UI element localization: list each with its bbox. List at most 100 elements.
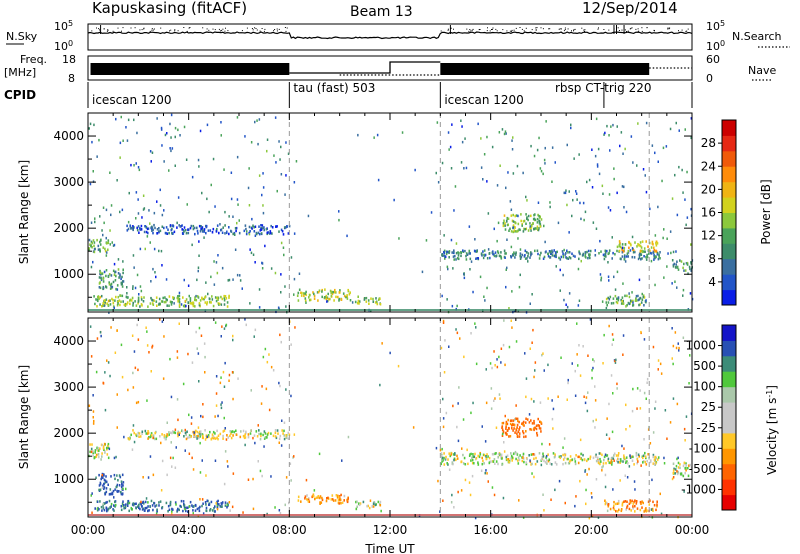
echo-cell bbox=[576, 198, 578, 201]
echo-cell bbox=[212, 227, 215, 231]
echo-cell bbox=[346, 297, 349, 300]
noise-search-point bbox=[631, 27, 633, 29]
echo-cell bbox=[681, 168, 683, 172]
colorbar-tick-label: 500 bbox=[693, 359, 716, 373]
echo-cell bbox=[237, 203, 239, 206]
echo-cell bbox=[166, 232, 169, 235]
echo-cell bbox=[102, 504, 104, 507]
echo-cell bbox=[564, 501, 566, 505]
echo-cell bbox=[100, 277, 103, 280]
echo-cell bbox=[531, 341, 533, 344]
echo-cell bbox=[218, 231, 220, 235]
echo-cell bbox=[638, 254, 641, 257]
echo-cell bbox=[312, 495, 315, 498]
echo-cell bbox=[442, 397, 444, 401]
echo-cell bbox=[622, 250, 625, 253]
echo-cell bbox=[192, 227, 195, 231]
noise-search-point bbox=[141, 29, 143, 31]
echo-cell bbox=[513, 226, 516, 229]
echo-cell bbox=[144, 500, 147, 504]
echo-cell bbox=[505, 431, 507, 435]
echo-cell bbox=[120, 490, 122, 494]
echo-cell bbox=[511, 290, 513, 293]
echo-cell bbox=[93, 250, 96, 254]
echo-cell bbox=[509, 422, 512, 426]
echo-cell bbox=[480, 166, 483, 169]
echo-cell bbox=[586, 250, 588, 254]
echo-cell bbox=[639, 407, 642, 410]
echo-cell bbox=[535, 456, 537, 460]
echo-cell bbox=[644, 250, 646, 253]
noise-search-point bbox=[214, 29, 216, 31]
echo-cell bbox=[140, 228, 143, 231]
echo-cell bbox=[460, 460, 462, 464]
echo-cell bbox=[513, 309, 516, 313]
echo-cell bbox=[520, 213, 522, 216]
noise-search-point bbox=[151, 29, 153, 31]
echo-cell bbox=[682, 191, 684, 194]
echo-cell bbox=[171, 510, 173, 513]
echo-cell bbox=[301, 291, 303, 295]
y-tick-label: 4000 bbox=[53, 129, 84, 143]
echo-cell bbox=[257, 424, 259, 427]
echo-cell bbox=[583, 458, 586, 461]
echo-cell bbox=[186, 430, 188, 433]
echo-cell bbox=[425, 239, 428, 242]
echo-cell bbox=[607, 296, 609, 300]
echo-cell bbox=[275, 436, 278, 440]
echo-cell bbox=[156, 304, 158, 307]
echo-cell bbox=[103, 448, 105, 451]
echo-cell bbox=[279, 384, 281, 388]
echo-cell bbox=[274, 435, 277, 438]
colorbar-tick-label: -100 bbox=[689, 441, 716, 455]
echo-cell bbox=[152, 267, 154, 271]
echo-cell bbox=[500, 347, 503, 350]
echo-cell bbox=[127, 499, 130, 503]
noise-search-point bbox=[559, 28, 561, 30]
echo-cell bbox=[641, 250, 644, 254]
echo-cell bbox=[114, 503, 117, 507]
echo-cell bbox=[138, 293, 140, 296]
echo-cell bbox=[98, 297, 100, 301]
echo-cell bbox=[96, 155, 98, 158]
echo-cell bbox=[573, 157, 575, 160]
echo-cell bbox=[119, 475, 122, 479]
echo-cell bbox=[265, 228, 268, 231]
echo-cell bbox=[130, 299, 133, 302]
echo-cell bbox=[338, 291, 341, 294]
noise-search-point bbox=[284, 27, 286, 28]
echo-cell bbox=[653, 248, 656, 252]
echo-cell bbox=[559, 289, 561, 292]
echo-cell bbox=[358, 503, 361, 507]
echo-cell bbox=[374, 503, 377, 507]
echo-cell bbox=[206, 435, 208, 438]
echo-cell bbox=[473, 249, 476, 253]
echo-cell bbox=[476, 257, 479, 260]
echo-cell bbox=[623, 255, 626, 259]
echo-cell bbox=[331, 292, 334, 295]
echo-cell bbox=[110, 475, 112, 478]
echo-cell bbox=[189, 226, 192, 230]
echo-cell bbox=[284, 193, 286, 196]
echo-cell bbox=[286, 225, 288, 228]
echo-cell bbox=[147, 476, 150, 479]
echo-cell bbox=[676, 213, 679, 217]
echo-cell bbox=[620, 459, 622, 463]
echo-cell bbox=[164, 133, 167, 137]
noise-search-point bbox=[169, 30, 170, 32]
echo-cell bbox=[621, 248, 623, 252]
echo-cell bbox=[663, 276, 665, 279]
echo-cell bbox=[220, 295, 222, 299]
echo-cell bbox=[354, 300, 357, 304]
noise-search-point bbox=[208, 29, 210, 31]
echo-cell bbox=[454, 185, 457, 188]
echo-cell bbox=[205, 225, 208, 229]
echo-cell bbox=[136, 323, 138, 327]
echo-cell bbox=[599, 457, 601, 461]
echo-cell bbox=[92, 170, 94, 173]
echo-cell bbox=[501, 434, 504, 437]
echo-cell bbox=[477, 122, 479, 126]
echo-cell bbox=[589, 256, 591, 260]
echo-cell bbox=[130, 226, 132, 230]
echo-cell bbox=[611, 463, 613, 466]
